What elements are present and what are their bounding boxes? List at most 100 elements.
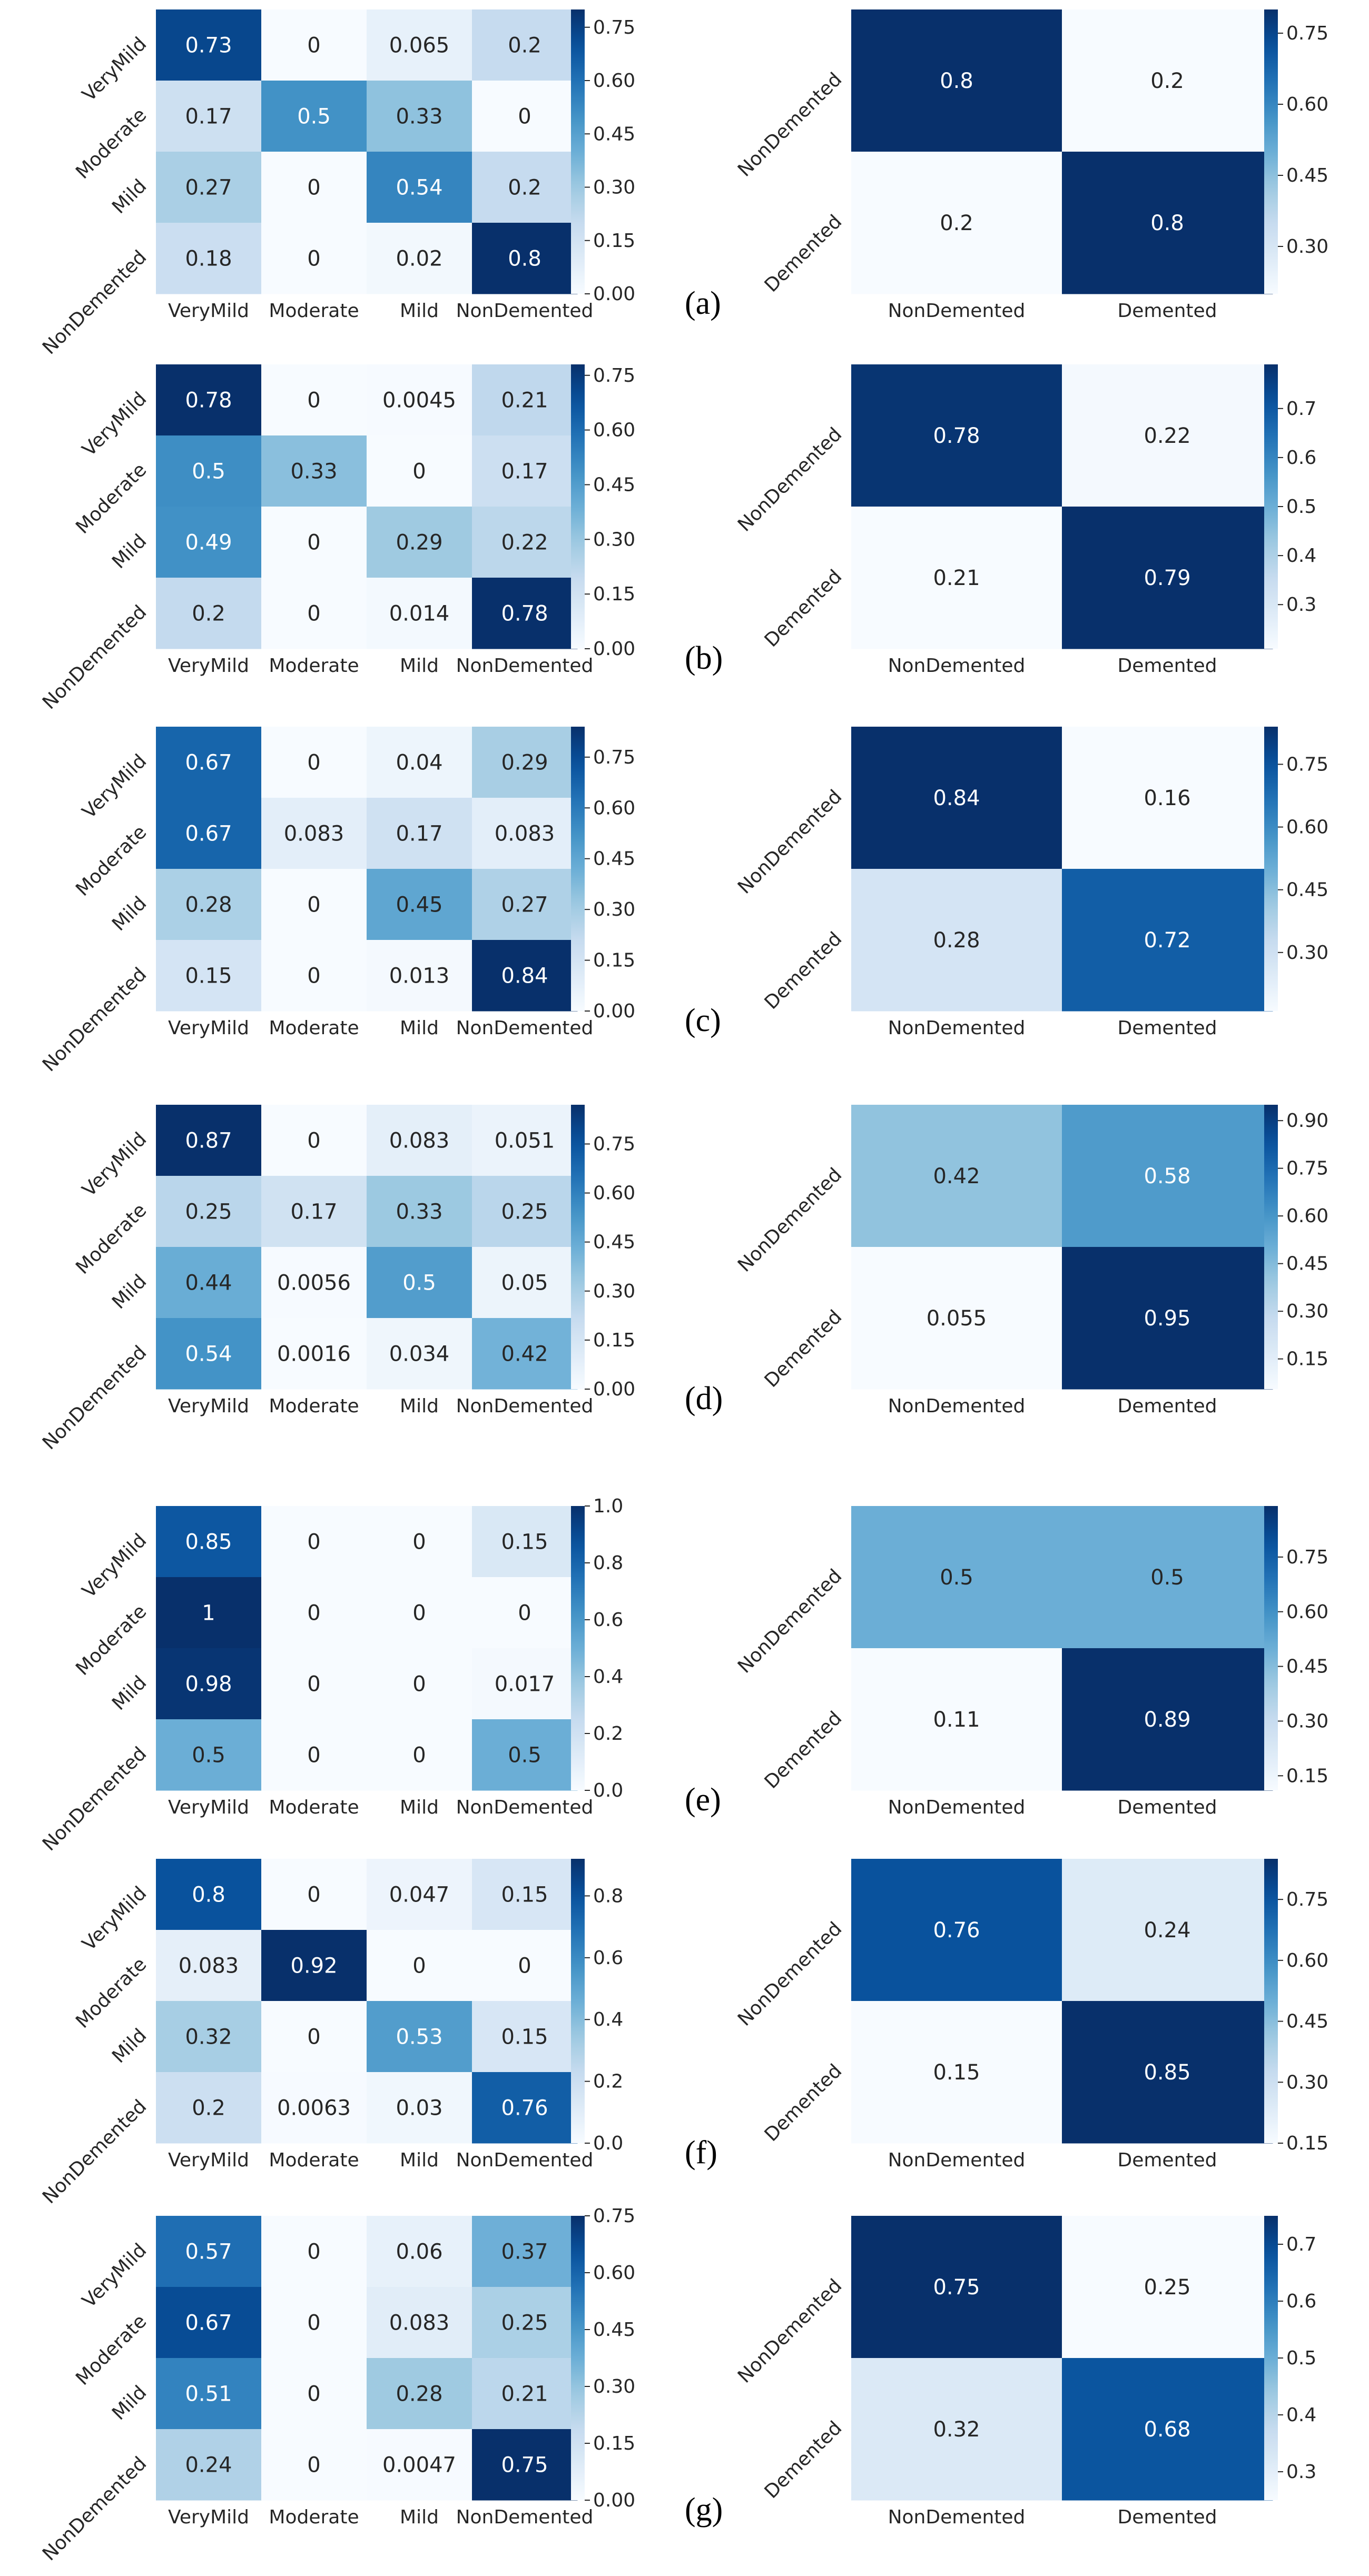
- heatmap-cell: [1062, 364, 1273, 507]
- heatmap-4-4class: 0.85 0 0 0.15 1 0 0 0 0.98 0 0 0.017 0.5 0 0 0.5 VeryMil…: [38, 1495, 623, 1855]
- heatmap-cell: [1062, 727, 1273, 869]
- heatmap-cell: [367, 2072, 472, 2144]
- cell-value-label: 0.28: [185, 893, 232, 917]
- heatmap-cell: [156, 1930, 262, 2002]
- x-tick-label: NonDemented: [456, 2506, 594, 2528]
- heatmap-cell: [156, 1506, 262, 1578]
- y-tick-label: NonDemented: [734, 68, 846, 181]
- colorbar-tick-label: 0.15: [593, 583, 635, 605]
- x-tick-label: NonDemented: [456, 1797, 594, 1818]
- heatmap-0-2class: 0.8 0.2 0.2 0.8 NonDemented Demented NonDement…: [734, 9, 1328, 322]
- heatmap-cell: [156, 9, 262, 81]
- cell-value-label: 0.5: [402, 1271, 436, 1295]
- cell-value-label: 0.22: [1144, 424, 1190, 448]
- cell-value-label: 0.76: [933, 1918, 980, 1943]
- x-tick-label: VeryMild: [168, 655, 249, 677]
- heatmap-cell: [1062, 1105, 1273, 1247]
- colorbar-tick-label: 0.60: [593, 1183, 635, 1204]
- x-tick-label: Moderate: [269, 2149, 359, 2171]
- cell-value-label: 0.67: [185, 751, 232, 775]
- heatmap-cell: [156, 2287, 262, 2359]
- heatmap-cell: [851, 152, 1062, 294]
- y-tick-label: Moderate: [72, 459, 151, 538]
- x-tick-label: Demented: [1117, 1395, 1217, 1417]
- heatmap-cell: [851, 2358, 1062, 2501]
- heatmap-cell: [367, 798, 472, 869]
- heatmap-cell: [261, 1930, 367, 2002]
- heatmap-cell: [156, 2358, 262, 2430]
- x-tick-label: NonDemented: [888, 300, 1026, 322]
- heatmap-cell: [156, 2216, 262, 2287]
- heatmap-cell: [261, 2072, 367, 2144]
- heatmap-cell: [851, 1506, 1062, 1649]
- heatmap-cell: [472, 1506, 578, 1578]
- colorbar-tick-label: 0.00: [593, 2490, 635, 2511]
- cell-value-label: 0.5: [940, 1566, 973, 1590]
- cell-value-label: 0.0063: [277, 2096, 351, 2121]
- y-tick-label: VeryMild: [78, 1128, 151, 1201]
- heatmap-3-2class: 0.42 0.58 0.055 0.95 NonDemented Demented NonD…: [734, 1105, 1328, 1417]
- y-tick-label: Mild: [108, 893, 151, 935]
- colorbar-tick-label: 0.15: [1286, 1349, 1328, 1370]
- heatmap-cell: [156, 152, 262, 223]
- heatmap-cell: [156, 223, 262, 294]
- x-tick-label: NonDemented: [888, 1017, 1026, 1039]
- y-tick-label: NonDemented: [38, 601, 151, 714]
- cell-value-label: 0: [307, 389, 320, 413]
- colorbar-tick-label: 0.00: [593, 638, 635, 660]
- cell-value-label: 0.42: [933, 1164, 980, 1188]
- cell-value-label: 0: [307, 751, 320, 775]
- cell-value-label: 0.2: [508, 34, 541, 58]
- cell-value-label: 0.57: [185, 2240, 232, 2264]
- x-tick-label: VeryMild: [168, 300, 249, 322]
- heatmap-cell: [1062, 507, 1273, 649]
- heatmap-cell: [472, 869, 578, 940]
- cell-value-label: 0.8: [1150, 211, 1184, 235]
- cell-value-label: 0.15: [185, 964, 232, 988]
- cell-value-label: 0.083: [389, 1129, 450, 1153]
- cell-value-label: 0.53: [396, 2025, 442, 2049]
- cell-value-label: 0: [307, 1129, 320, 1153]
- panel-label: (d): [685, 1381, 723, 1416]
- y-tick-label: VeryMild: [78, 33, 151, 106]
- heatmap-cell: [472, 1859, 578, 1930]
- colorbar: [571, 727, 585, 1011]
- y-tick-label: NonDemented: [734, 1565, 846, 1677]
- colorbar-tick-label: 0.0: [593, 1780, 623, 1801]
- cell-value-label: 1: [202, 1601, 215, 1626]
- colorbar-tick-label: 0.30: [1286, 2072, 1328, 2093]
- cell-value-label: 0.0016: [277, 1342, 351, 1366]
- colorbar-tick-label: 0.45: [1286, 1253, 1328, 1275]
- cell-value-label: 0.8: [508, 247, 541, 271]
- colorbar-tick-label: 0.60: [593, 420, 635, 441]
- cell-value-label: 0: [307, 1743, 320, 1768]
- heatmap-cell: [367, 2358, 472, 2430]
- heatmap-cell: [1062, 869, 1273, 1012]
- heatmap-cell: [851, 507, 1062, 649]
- heatmap-cell: [156, 578, 262, 649]
- heatmap-cell: [367, 1577, 472, 1649]
- heatmap-cell: [261, 2429, 367, 2501]
- heatmap-cell: [367, 9, 472, 81]
- heatmap-cell: [261, 2287, 367, 2359]
- heatmap-cell: [367, 507, 472, 578]
- cell-value-label: 0: [307, 1883, 320, 1907]
- colorbar: [1264, 727, 1278, 1011]
- cell-value-label: 0: [307, 2382, 320, 2406]
- cell-value-label: 0.02: [396, 247, 442, 271]
- cell-value-label: 0.0047: [382, 2453, 456, 2478]
- cell-value-label: 0.72: [1144, 928, 1190, 953]
- cell-value-label: 0.047: [389, 1883, 450, 1907]
- colorbar: [571, 1859, 585, 2143]
- cell-value-label: 0: [307, 1530, 320, 1554]
- cell-value-label: 0.75: [501, 2453, 548, 2478]
- cell-value-label: 0.065: [389, 34, 450, 58]
- colorbar-tick-label: 0.60: [1286, 1601, 1328, 1623]
- colorbar: [571, 1105, 585, 1389]
- colorbar: [1264, 9, 1278, 294]
- x-tick-label: NonDemented: [456, 300, 594, 322]
- x-tick-label: VeryMild: [168, 2506, 249, 2528]
- cell-value-label: 0.28: [396, 2382, 442, 2406]
- colorbar-tick-label: 0.30: [593, 899, 635, 920]
- colorbar-tick-label: 1.0: [593, 1495, 623, 1517]
